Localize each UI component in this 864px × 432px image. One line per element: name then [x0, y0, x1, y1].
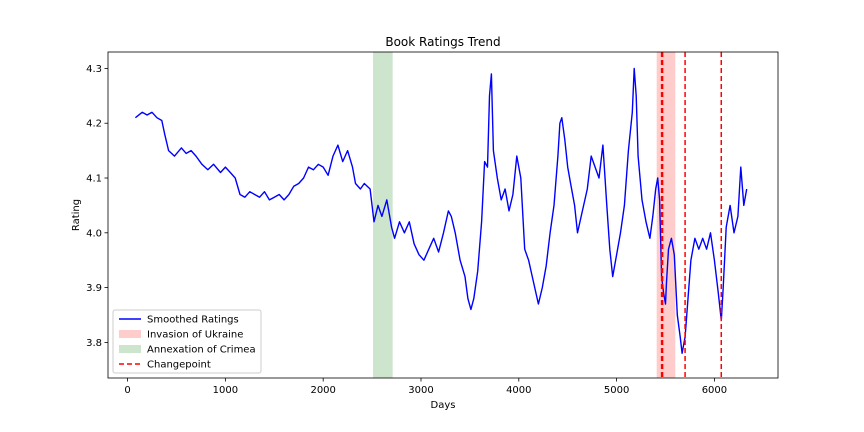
- legend-label-smoothed-ratings: Smoothed Ratings: [147, 315, 239, 326]
- legend-swatch-invasion-of-ukraine: [119, 330, 141, 338]
- series-line-smoothed-ratings: [134, 67, 748, 354]
- legend-swatch-annexation-of-crimea: [119, 345, 141, 353]
- x-axis-ticks: 0 1000 2000 3000 4000 5000 6000: [124, 378, 727, 396]
- y-tick-label: 3.8: [86, 338, 102, 349]
- x-tick-label: 0: [124, 385, 130, 396]
- y-axis-label: Rating: [71, 199, 82, 231]
- chart-title: Book Ratings Trend: [385, 35, 500, 49]
- y-tick-label: 4.3: [86, 64, 102, 75]
- x-tick-label: 1000: [213, 385, 238, 396]
- series-layer: [134, 67, 748, 354]
- plot-frame: [107, 51, 779, 379]
- y-axis-ticks: 3.8 3.9 4.0 4.1 4.2 4.3: [86, 64, 108, 349]
- legend-label-invasion-of-ukraine: Invasion of Ukraine: [147, 330, 243, 341]
- x-tick-label: 6000: [702, 385, 727, 396]
- x-axis-label: Days: [431, 400, 456, 411]
- legend-box: [112, 309, 262, 374]
- x-tick-label: 3000: [408, 385, 433, 396]
- x-tick-label: 4000: [506, 385, 531, 396]
- x-tick-label: 2000: [310, 385, 335, 396]
- changepoint-layer: [660, 52, 723, 378]
- legend-label-annexation-of-crimea: Annexation of Crimea: [147, 345, 256, 356]
- y-tick-label: 4.1: [86, 174, 102, 185]
- legend: Smoothed Ratings Invasion of Ukraine Ann…: [112, 309, 262, 374]
- y-tick-label: 4.0: [86, 228, 102, 239]
- y-tick-label: 3.9: [86, 283, 102, 294]
- legend-label-changepoint: Changepoint: [147, 360, 211, 371]
- y-tick-label: 4.2: [86, 119, 102, 130]
- x-tick-label: 5000: [604, 385, 629, 396]
